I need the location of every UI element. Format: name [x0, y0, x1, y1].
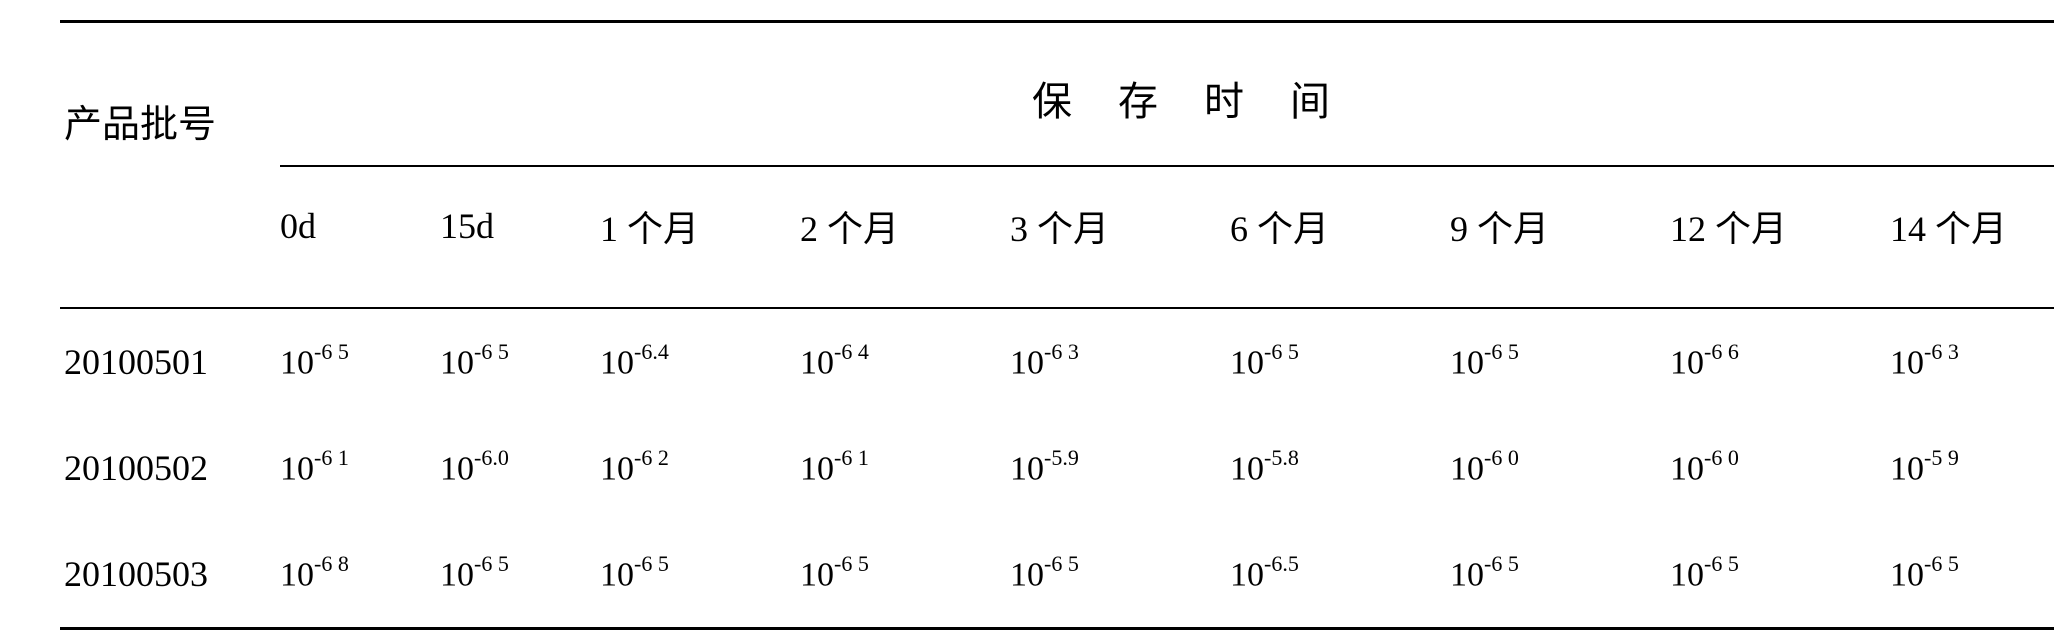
cell-value: 10-6 5 [1670, 521, 1890, 629]
spanner-label: 保 存 时 间 [280, 22, 2054, 165]
cell-value: 10-6 5 [800, 521, 1010, 629]
col-header: 9 个月 [1450, 168, 1670, 307]
cell-value: 10-6 2 [600, 415, 800, 521]
cell-value: 10-5.9 [1010, 415, 1230, 521]
cell-value: 10-6 8 [280, 521, 440, 629]
cell-value: 10-6 5 [1890, 521, 2054, 629]
cell-value: 10-5 9 [1890, 415, 2054, 521]
storage-time-table: 产品批号 保 存 时 间 0d 15d 1 个月 2 个月 3 个月 6 个月 … [60, 20, 2054, 630]
cell-value: 10-6 3 [1010, 309, 1230, 415]
batch-id: 20100502 [60, 415, 280, 521]
cell-value: 10-6 0 [1450, 415, 1670, 521]
table-container: 产品批号 保 存 时 间 0d 15d 1 个月 2 个月 3 个月 6 个月 … [0, 0, 2054, 640]
cell-value: 10-6 5 [440, 309, 600, 415]
cell-value: 10-6.0 [440, 415, 600, 521]
cell-value: 10-6.5 [1230, 521, 1450, 629]
cell-value: 10-6 5 [1450, 309, 1670, 415]
col-header: 0d [280, 168, 440, 307]
cell-value: 10-6.4 [600, 309, 800, 415]
col-header: 1 个月 [600, 168, 800, 307]
table-row: 20100501 10-6 5 10-6 5 10-6.4 10-6 4 10-… [60, 309, 2054, 415]
cell-value: 10-6 5 [1010, 521, 1230, 629]
col-header: 3 个月 [1010, 168, 1230, 307]
col-header: 15d [440, 168, 600, 307]
row-header-label: 产品批号 [60, 22, 280, 169]
col-header: 12 个月 [1670, 168, 1890, 307]
time-header-row: 0d 15d 1 个月 2 个月 3 个月 6 个月 9 个月 12 个月 14… [60, 168, 2054, 307]
batch-id: 20100501 [60, 309, 280, 415]
col-header: 2 个月 [800, 168, 1010, 307]
cell-value: 10-6 1 [280, 415, 440, 521]
table-row: 20100503 10-6 8 10-6 5 10-6 5 10-6 5 10-… [60, 521, 2054, 629]
cell-value: 10-6 5 [600, 521, 800, 629]
batch-id: 20100503 [60, 521, 280, 629]
col-header: 14 个月 [1890, 168, 2054, 307]
cell-value: 10-6 5 [1450, 521, 1670, 629]
cell-value: 10-6 6 [1670, 309, 1890, 415]
cell-value: 10-6 0 [1670, 415, 1890, 521]
cell-value: 10-6 1 [800, 415, 1010, 521]
cell-value: 10-6 5 [280, 309, 440, 415]
cell-value: 10-5.8 [1230, 415, 1450, 521]
cell-value: 10-6 5 [1230, 309, 1450, 415]
cell-value: 10-6 4 [800, 309, 1010, 415]
col-header: 6 个月 [1230, 168, 1450, 307]
table-row: 20100502 10-6 1 10-6.0 10-6 2 10-6 1 10-… [60, 415, 2054, 521]
cell-value: 10-6 5 [440, 521, 600, 629]
cell-value: 10-6 3 [1890, 309, 2054, 415]
